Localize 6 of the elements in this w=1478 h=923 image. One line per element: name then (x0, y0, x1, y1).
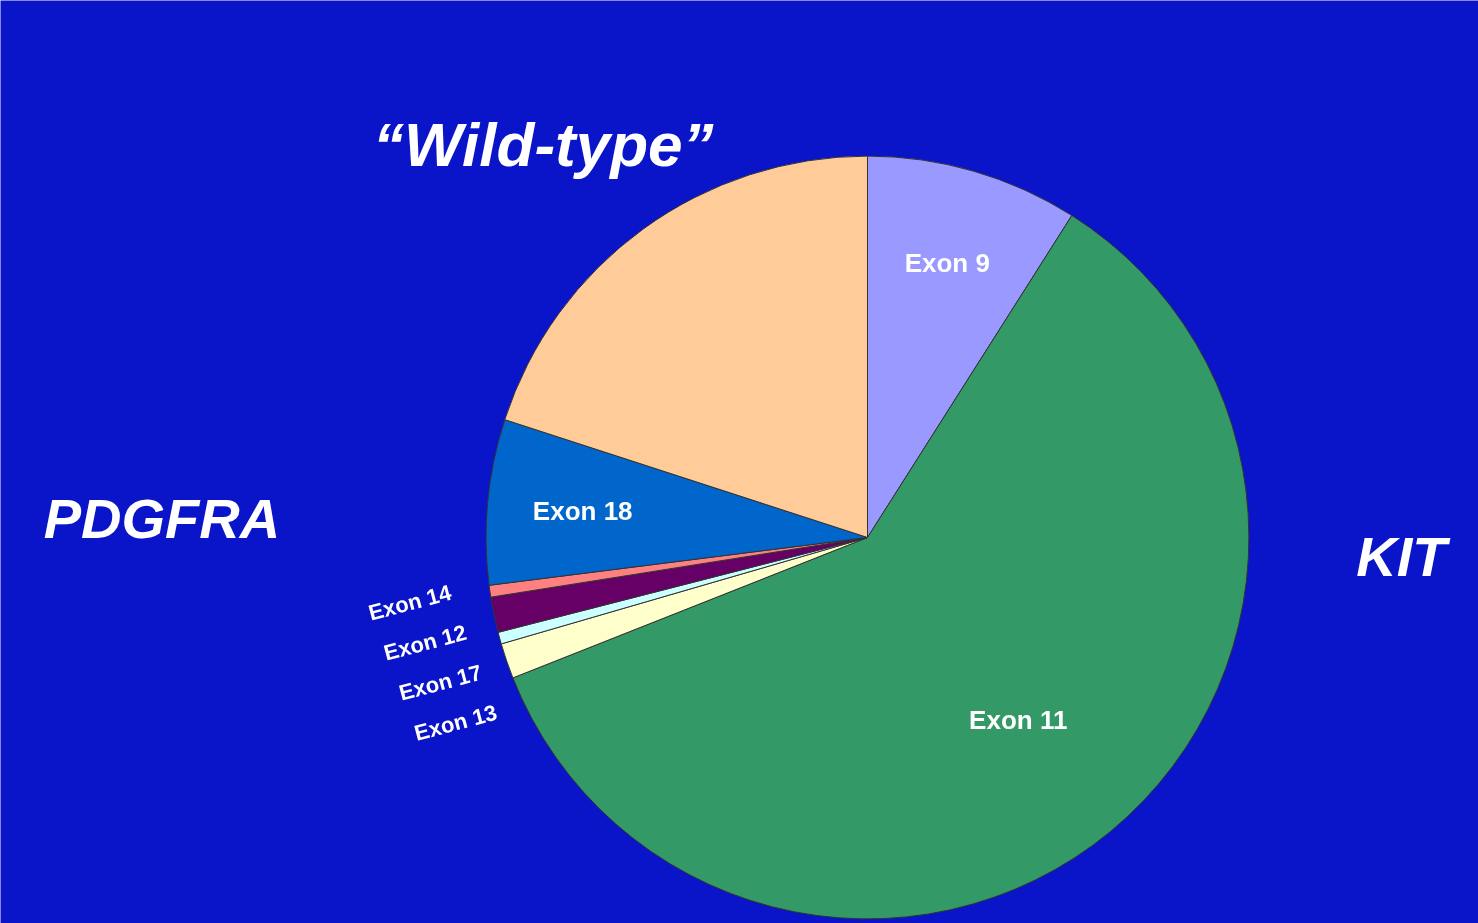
text: “Wild-type” (373, 110, 714, 180)
text: PDGFRA (43, 486, 281, 550)
slice-label: Exon 11 (969, 704, 1068, 735)
slice-label: Exon 9 (904, 247, 990, 278)
text: KIT (1356, 525, 1452, 589)
slice-label: Exon 18 (532, 495, 633, 526)
